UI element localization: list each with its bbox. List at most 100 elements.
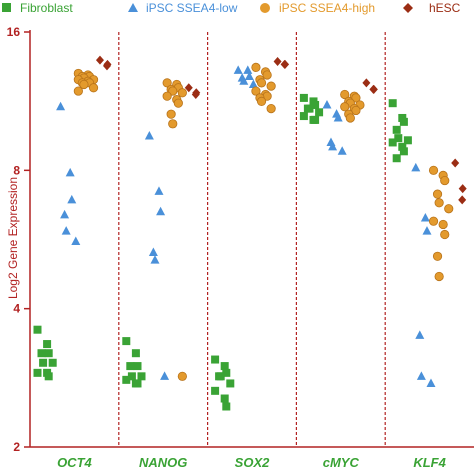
- data-point-square: [39, 358, 48, 367]
- data-point-triangle: [337, 146, 347, 155]
- data-point-triangle: [422, 226, 432, 235]
- data-point-circle: [168, 119, 178, 129]
- data-point-circle: [345, 113, 355, 123]
- data-point-circle: [266, 104, 276, 114]
- legend-label: iPSC SSEA4-low: [146, 1, 238, 15]
- data-point-circle: [266, 81, 276, 91]
- data-point-square: [388, 99, 397, 108]
- data-point-triangle: [150, 255, 160, 264]
- data-point-triangle: [328, 141, 338, 151]
- data-point-circle: [251, 62, 261, 72]
- y-axis-label: Log2 Gene Expression: [6, 177, 20, 299]
- data-point-circle: [428, 165, 439, 175]
- data-point-triangle: [244, 71, 254, 81]
- data-point-triangle: [333, 112, 343, 122]
- data-point-circle: [351, 93, 361, 103]
- data-point-square: [122, 375, 131, 384]
- data-point-triangle: [71, 236, 81, 246]
- category-labels: OCT4 NANOG SOX2 cMYC KLF4: [57, 455, 447, 470]
- data-point-diamond: [451, 158, 460, 168]
- data-point-triangle: [420, 213, 430, 222]
- legend-label: Fibroblast: [20, 1, 73, 15]
- data-point-square: [394, 134, 403, 143]
- data-point-triangle: [56, 101, 66, 111]
- category-label: cMYC: [323, 455, 360, 470]
- data-point-circle: [256, 78, 267, 88]
- data-point-diamond: [458, 184, 467, 194]
- data-point-square: [37, 349, 46, 358]
- data-point-square: [137, 372, 146, 381]
- data-point-square: [222, 368, 231, 377]
- data-point-square: [403, 136, 412, 145]
- legend-label: hESC: [429, 1, 461, 15]
- data-point-circle: [434, 198, 444, 208]
- legend-label: iPSC SSEA4-high: [279, 1, 375, 15]
- data-point-circle: [177, 88, 187, 98]
- data-point-square: [131, 349, 140, 358]
- data-point-square: [220, 394, 229, 403]
- legend-marker-diamond: [403, 3, 413, 13]
- data-point-circle: [440, 229, 450, 240]
- data-point-triangle: [67, 194, 77, 204]
- data-point-triangle: [65, 167, 75, 177]
- data-point-triangle: [415, 330, 425, 339]
- legend-item-hesc: hESC: [403, 1, 461, 15]
- data-point-triangle: [248, 79, 258, 88]
- category-label: SOX2: [235, 455, 270, 470]
- data-point-square: [388, 138, 397, 147]
- data-point-diamond: [95, 55, 104, 65]
- data-point-triangle: [156, 206, 166, 216]
- data-point-square: [392, 154, 401, 163]
- data-point-circle: [351, 105, 361, 116]
- data-point-square: [122, 337, 131, 346]
- data-point-square: [211, 355, 220, 364]
- data-point-circle: [444, 204, 454, 214]
- legend: Fibroblast iPSC SSEA4-low iPSC SSEA4-hig…: [2, 1, 461, 15]
- data-point-square: [44, 349, 53, 358]
- data-point-triangle: [154, 186, 164, 195]
- data-point-circle: [256, 96, 267, 107]
- data-point-triangle: [148, 247, 158, 257]
- data-point-circle: [262, 70, 272, 80]
- data-point-circle: [162, 78, 172, 88]
- data-point-circle: [432, 189, 443, 199]
- y-tick-label: 8: [13, 163, 20, 177]
- data-point-circle: [432, 251, 443, 261]
- data-point-triangle: [416, 371, 426, 380]
- data-point-circle: [166, 109, 176, 119]
- data-point-square: [44, 372, 53, 381]
- data-point-square: [216, 372, 225, 381]
- y-tick-label: 2: [13, 440, 20, 454]
- category-label: NANOG: [139, 455, 187, 470]
- data-point-circle: [428, 216, 439, 226]
- legend-item-fibroblast: Fibroblast: [2, 1, 73, 15]
- data-point-square: [211, 386, 220, 395]
- data-point-diamond: [458, 195, 467, 205]
- data-point-square: [398, 142, 407, 151]
- data-point-square: [33, 325, 42, 334]
- data-point-circle: [340, 102, 350, 112]
- data-point-circle: [79, 79, 89, 90]
- data-points: [33, 55, 467, 411]
- data-point-triangle: [233, 65, 243, 74]
- data-point-square: [315, 108, 324, 117]
- data-point-diamond: [102, 61, 111, 71]
- data-point-circle: [162, 91, 172, 101]
- data-point-square: [220, 362, 229, 371]
- data-point-square: [126, 362, 135, 371]
- category-separators: [118, 32, 386, 447]
- data-point-triangle: [61, 226, 71, 235]
- category-label: KLF4: [413, 455, 446, 470]
- y-ticks: 2 4 8 16: [7, 25, 30, 454]
- data-point-circle: [88, 83, 99, 93]
- category-label: OCT4: [57, 455, 92, 470]
- data-point-circle: [251, 86, 261, 96]
- data-point-square: [399, 117, 408, 126]
- data-point-triangle: [144, 131, 154, 140]
- data-point-triangle: [243, 65, 253, 74]
- data-point-triangle: [322, 99, 332, 109]
- data-point-diamond: [280, 59, 289, 69]
- data-point-circle: [440, 175, 450, 186]
- data-point-square: [299, 112, 308, 121]
- data-point-circle: [73, 86, 83, 96]
